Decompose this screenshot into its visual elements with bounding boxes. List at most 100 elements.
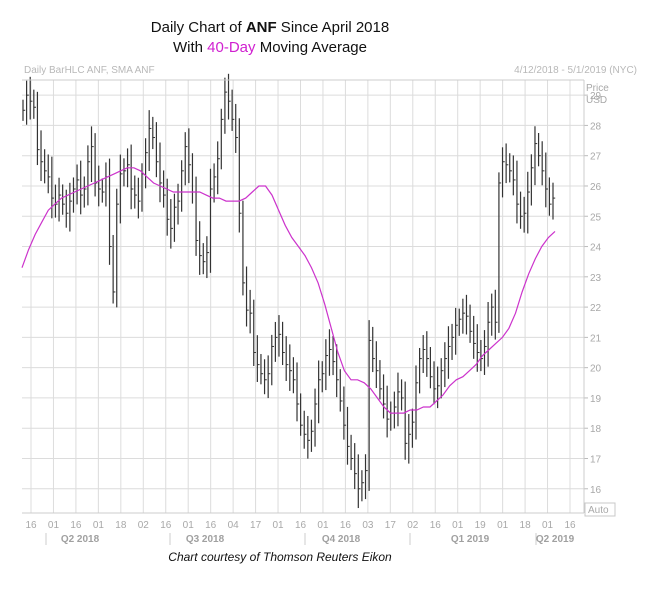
quarter-label: Q1 2019 [451, 534, 490, 545]
price-bar [285, 336, 289, 382]
y-tick-label: 16 [590, 485, 602, 496]
price-bar [325, 339, 329, 391]
chart-header-left: Daily BarHLC ANF, SMA ANF [24, 65, 155, 76]
price-bar [545, 152, 548, 208]
subtitle-prefix: With [173, 39, 208, 56]
y-tick-label: 18 [590, 424, 602, 435]
price-bar [534, 126, 538, 186]
price-bar [83, 176, 87, 208]
price-bar [260, 354, 264, 385]
price-bar [332, 336, 336, 376]
price-chart[interactable]: 16 17 18 19 20 21 22 23 24 25 26 27 28 29 16 01 16 01 18 0… [0, 0, 649, 560]
price-bar [350, 434, 354, 471]
price-bar [343, 386, 347, 440]
price-bar [346, 406, 350, 465]
price-bar [80, 160, 83, 215]
y-tick-label: 28 [590, 121, 602, 132]
title-prefix: Daily Chart of [150, 19, 246, 36]
y-tick-label: 25 [590, 212, 602, 223]
x-tick-label: 19 [475, 520, 487, 531]
price-bar [418, 347, 422, 394]
price-bar [455, 307, 458, 355]
price-bar [296, 362, 300, 422]
price-bar [364, 454, 368, 500]
plot-background [22, 80, 584, 513]
price-bar [303, 410, 307, 449]
price-bar [76, 164, 80, 205]
price-bar [199, 221, 202, 275]
price-bar [44, 149, 47, 184]
x-tick-label: 16 [70, 520, 82, 531]
y-tick-label: 26 [590, 182, 602, 193]
price-bar [220, 108, 224, 170]
x-tick-label: 02 [407, 520, 419, 531]
price-bar [29, 76, 33, 120]
price-bar [144, 138, 148, 189]
price-bar [541, 141, 545, 186]
price-bar [33, 89, 37, 119]
price-bar [501, 147, 505, 198]
x-tick-label: 16 [160, 520, 172, 531]
price-bar [336, 344, 339, 398]
price-bar [357, 454, 361, 509]
price-bar [40, 130, 44, 182]
x-tick-label: 17 [250, 520, 262, 531]
price-bar [400, 379, 404, 411]
quarter-label: Q3 2018 [186, 534, 225, 545]
price-bar [98, 165, 101, 207]
price-bar [271, 334, 274, 386]
x-tick-label: 16 [25, 520, 37, 531]
price-bar [256, 335, 260, 382]
price-bar [170, 199, 174, 249]
sma-line [21, 167, 556, 414]
title-suffix: Since April 2018 [276, 19, 390, 36]
x-tick-label: 01 [48, 520, 60, 531]
auto-scale-button[interactable] [584, 502, 616, 517]
title-line-2: With 40-Day Moving Average [0, 38, 540, 58]
price-bar [166, 178, 170, 236]
price-bar [444, 342, 448, 388]
auto-scale-label: Auto [588, 505, 609, 516]
quarter-label: Q2 2018 [61, 534, 100, 545]
price-bar [195, 176, 199, 256]
price-bar [426, 331, 430, 377]
price-bar [289, 344, 293, 391]
price-bar [36, 91, 40, 166]
y-tick-label: 22 [590, 303, 602, 314]
price-bar [512, 155, 516, 196]
price-bar [231, 89, 235, 131]
x-tick-label: 01 [542, 520, 554, 531]
price-bar [119, 154, 123, 224]
y-tick-label: 21 [590, 333, 602, 344]
price-bar [386, 385, 390, 438]
x-axis: 16 01 16 01 18 02 16 01 16 04 17 01 16 01 16 03 17 02 16 01… [25, 520, 576, 531]
price-bar [87, 145, 91, 206]
x-tick-label: 16 [564, 520, 576, 531]
x-tick-label: 16 [205, 520, 217, 531]
y-tick-label: 23 [590, 273, 602, 284]
price-bar [437, 366, 440, 409]
price-bar [62, 184, 65, 215]
y-tick-label: 20 [590, 364, 602, 375]
grid-lines [22, 80, 584, 513]
quarter-label: Q2 2019 [536, 534, 575, 545]
subtitle-highlight: 40-Day [207, 39, 256, 56]
price-bar [480, 339, 484, 372]
price-bar [116, 188, 119, 308]
x-tick-label: 16 [295, 520, 307, 531]
price-bar [130, 144, 134, 210]
y-axis: 16 17 18 19 20 21 22 23 24 25 26 27 28 29 [584, 91, 602, 496]
price-bar [72, 177, 76, 213]
price-bar [527, 171, 530, 234]
x-tick-label: 17 [385, 520, 397, 531]
price-bar [155, 122, 159, 178]
price-bar [238, 118, 242, 233]
y-axis-title-price: Price [586, 83, 609, 94]
price-bar [69, 182, 73, 232]
price-bar [494, 289, 498, 340]
price-bar [307, 415, 311, 459]
price-bar [267, 355, 271, 399]
price-bar [26, 80, 29, 125]
price-bar [134, 175, 137, 209]
price-bar [509, 153, 512, 183]
